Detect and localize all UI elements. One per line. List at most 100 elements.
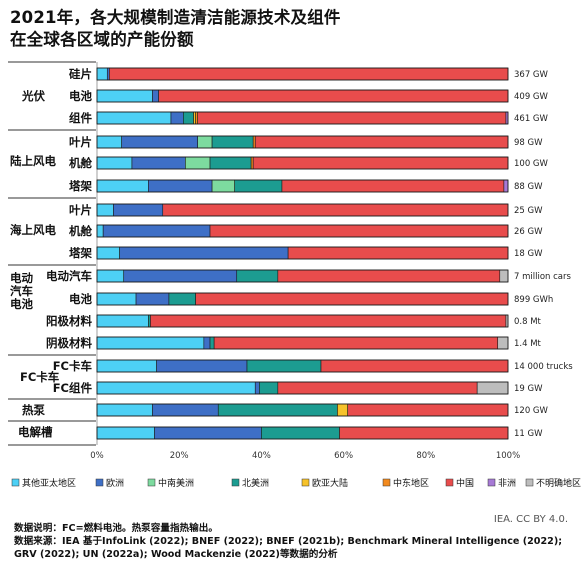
bar-segment bbox=[277, 269, 501, 283]
group-label: 电池 bbox=[10, 297, 33, 311]
legend-label: 非洲 bbox=[498, 477, 516, 489]
bar-segment bbox=[96, 111, 172, 125]
bar-segment bbox=[234, 179, 283, 193]
bar-segment bbox=[193, 111, 196, 125]
row-label: FC组件 bbox=[53, 381, 93, 395]
group-label: 热泵 bbox=[22, 403, 45, 417]
row-label: 阳极材料 bbox=[46, 314, 92, 328]
legend-swatch bbox=[525, 478, 534, 487]
bar-outline bbox=[96, 381, 509, 395]
bar-outline bbox=[96, 246, 509, 260]
legend-swatch bbox=[11, 478, 20, 487]
x-tick-label: 0% bbox=[90, 451, 104, 461]
bar-segment bbox=[119, 246, 289, 260]
x-tick-label: 100% bbox=[496, 451, 520, 461]
bar-outline bbox=[96, 203, 509, 217]
row-total: 1.4 Mt bbox=[514, 339, 542, 349]
row-label: 叶片 bbox=[69, 203, 92, 217]
bar-segment bbox=[96, 224, 104, 238]
legend-label: 中南美洲 bbox=[158, 477, 194, 489]
bar-outline bbox=[96, 179, 509, 193]
bar-segment bbox=[499, 269, 509, 283]
bar-segment bbox=[96, 135, 122, 149]
bar-segment bbox=[287, 246, 509, 260]
notes: 数据说明：FC=燃料电池。热泵容量指热输出。 数据来源：IEA 基于InfoLi… bbox=[14, 522, 574, 561]
row-total: 25 GW bbox=[514, 206, 543, 216]
bar-segment bbox=[254, 135, 509, 149]
legend-label: 中东地区 bbox=[393, 477, 429, 489]
bar-segment bbox=[213, 336, 499, 350]
bar-segment bbox=[203, 336, 211, 350]
bar-outline bbox=[96, 336, 509, 350]
bar-segment bbox=[152, 89, 159, 103]
bar-segment bbox=[96, 89, 153, 103]
bar-segment bbox=[211, 179, 235, 193]
bar-segment bbox=[259, 381, 279, 395]
row-total: 26 GW bbox=[514, 227, 543, 237]
bar-segment bbox=[209, 336, 215, 350]
bar-outline bbox=[96, 359, 509, 373]
bar-segment bbox=[277, 381, 478, 395]
x-tick-label: 20% bbox=[170, 451, 189, 461]
bar-segment bbox=[96, 269, 125, 283]
group-label: 陆上风电 bbox=[10, 154, 56, 168]
row-label: 机舱 bbox=[69, 156, 92, 170]
bar-outline bbox=[96, 292, 509, 306]
bar-segment bbox=[209, 156, 252, 170]
group-label: 电解槽 bbox=[18, 425, 53, 439]
legend-swatch bbox=[382, 478, 391, 487]
row-label: 塔架 bbox=[69, 179, 92, 193]
bar-segment bbox=[96, 246, 120, 260]
bar-outline bbox=[96, 67, 509, 81]
group-label: FC卡车 bbox=[20, 370, 60, 384]
row-total: 19 GW bbox=[514, 384, 543, 394]
bar-segment bbox=[281, 179, 505, 193]
legend-swatch bbox=[147, 478, 156, 487]
bar-segment bbox=[254, 381, 260, 395]
legend-label: 中国 bbox=[456, 477, 474, 489]
bar-segment bbox=[96, 359, 157, 373]
bar-segment bbox=[185, 156, 211, 170]
bar-segment bbox=[96, 314, 149, 328]
bar-outline bbox=[96, 426, 509, 440]
legend-swatch bbox=[95, 478, 104, 487]
bar-segment bbox=[236, 269, 279, 283]
legend-label: 北美洲 bbox=[242, 477, 269, 489]
bar-outline bbox=[96, 89, 509, 103]
bar-segment bbox=[96, 336, 205, 350]
row-total: 88 GW bbox=[514, 182, 543, 192]
row-label: 硅片 bbox=[69, 67, 92, 81]
bar-segment bbox=[320, 359, 509, 373]
row-label: 阴极材料 bbox=[46, 336, 92, 350]
row-total: 0.8 Mt bbox=[514, 317, 542, 327]
legend-label: 欧亚大陆 bbox=[312, 477, 348, 489]
bar-segment bbox=[261, 426, 340, 440]
bar-segment bbox=[96, 426, 155, 440]
row-label: FC卡车 bbox=[53, 359, 93, 373]
legend-swatch bbox=[487, 478, 496, 487]
legend-swatch bbox=[301, 478, 310, 487]
bar-segment bbox=[96, 179, 149, 193]
bar-segment bbox=[209, 224, 509, 238]
bar-segment bbox=[148, 179, 213, 193]
row-label: 电池 bbox=[69, 89, 92, 103]
bar-segment bbox=[156, 359, 248, 373]
bar-segment bbox=[152, 403, 219, 417]
row-label: 机舱 bbox=[69, 224, 92, 238]
note-line-2: 数据来源：IEA 基于InfoLink (2022); BNEF (2022);… bbox=[14, 536, 563, 560]
bar-outline bbox=[96, 156, 509, 170]
group-label: 电动 bbox=[10, 271, 33, 285]
row-total: 120 GW bbox=[514, 406, 549, 416]
row-label: 电池 bbox=[69, 292, 92, 306]
bar-segment bbox=[195, 292, 509, 306]
row-label: 塔架 bbox=[69, 246, 92, 260]
bar-segment bbox=[246, 359, 322, 373]
bar-segment bbox=[497, 336, 509, 350]
legend-label: 欧洲 bbox=[106, 477, 124, 489]
x-tick-label: 60% bbox=[334, 451, 353, 461]
bar-segment bbox=[197, 111, 507, 125]
bar-segment bbox=[113, 203, 164, 217]
bar-segment bbox=[102, 224, 211, 238]
credit-text: IEA. CC BY 4.0. bbox=[493, 514, 568, 525]
